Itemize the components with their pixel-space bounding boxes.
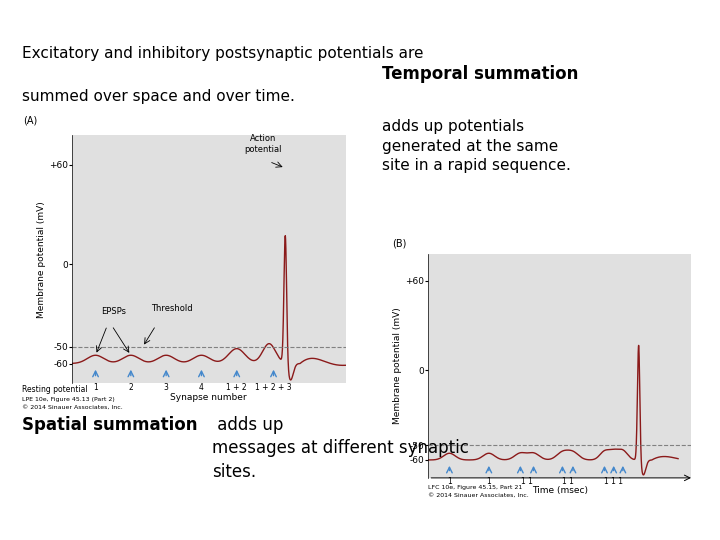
Text: 1: 1	[93, 383, 98, 392]
Text: How Do Neurons Communicate with Other Cells?: How Do Neurons Communicate with Other Ce…	[9, 9, 415, 26]
Text: Temporal summation: Temporal summation	[382, 65, 578, 83]
Text: 1: 1	[447, 477, 451, 486]
Y-axis label: Membrane potential (mV): Membrane potential (mV)	[393, 307, 402, 424]
Text: © 2014 Sinauer Associates, Inc.: © 2014 Sinauer Associates, Inc.	[22, 405, 122, 410]
Text: LPE 10e, Figure 45.13 (Part 2): LPE 10e, Figure 45.13 (Part 2)	[22, 397, 114, 402]
Text: LFC 10e, Figure 45.15, Part 21: LFC 10e, Figure 45.15, Part 21	[428, 485, 523, 490]
Text: Synapse number: Synapse number	[171, 393, 247, 402]
Text: 1 1: 1 1	[521, 477, 533, 486]
Text: 3: 3	[163, 383, 168, 392]
Text: Excitatory and inhibitory postsynaptic potentials are: Excitatory and inhibitory postsynaptic p…	[22, 46, 423, 61]
Text: EPSPs: EPSPs	[102, 307, 127, 316]
Text: 1 + 2: 1 + 2	[226, 383, 247, 392]
Text: (A): (A)	[23, 115, 37, 125]
Text: © 2014 Sinauer Associates, Inc.: © 2014 Sinauer Associates, Inc.	[428, 493, 529, 498]
Text: 2: 2	[128, 383, 133, 392]
Text: Spatial summation: Spatial summation	[22, 416, 197, 434]
Text: adds up
messages at different synaptic
sites.: adds up messages at different synaptic s…	[212, 416, 469, 481]
Text: Action
potential: Action potential	[245, 134, 282, 153]
Text: 1 1: 1 1	[562, 477, 574, 486]
Text: 1: 1	[487, 477, 491, 486]
Text: adds up potentials
generated at the same
site in a rapid sequence.: adds up potentials generated at the same…	[382, 119, 570, 173]
Text: 4: 4	[199, 383, 204, 392]
Text: Threshold: Threshold	[151, 303, 193, 313]
Text: summed over space and over time.: summed over space and over time.	[22, 90, 294, 104]
Text: Time (msec): Time (msec)	[532, 486, 588, 495]
Text: 1 + 2 + 3: 1 + 2 + 3	[255, 383, 292, 392]
Text: (B): (B)	[392, 238, 407, 248]
Y-axis label: Membrane potential (mV): Membrane potential (mV)	[37, 201, 46, 318]
Text: Resting potential: Resting potential	[22, 384, 87, 394]
Text: 1 1 1: 1 1 1	[604, 477, 624, 486]
